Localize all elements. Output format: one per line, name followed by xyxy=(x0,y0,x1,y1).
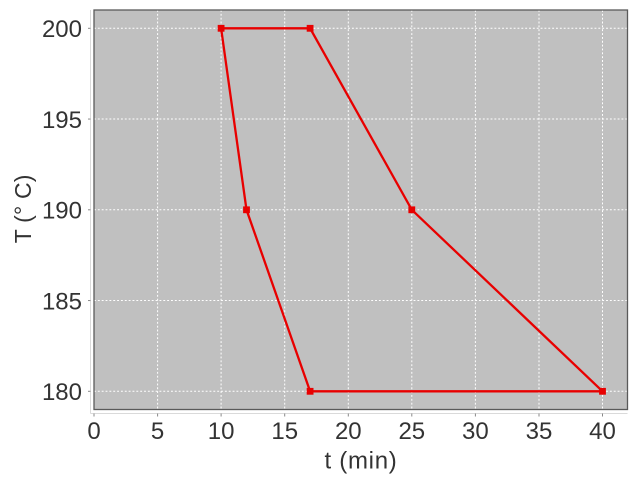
svg-text:15: 15 xyxy=(271,418,298,445)
svg-text:25: 25 xyxy=(398,418,425,445)
svg-text:5: 5 xyxy=(151,418,164,445)
svg-text:185: 185 xyxy=(42,288,82,315)
svg-text:t (min): t (min) xyxy=(325,447,398,474)
svg-text:30: 30 xyxy=(462,418,489,445)
svg-text:0: 0 xyxy=(87,418,100,445)
svg-text:T (° C): T (° C) xyxy=(10,174,36,243)
svg-text:40: 40 xyxy=(589,418,616,445)
svg-text:180: 180 xyxy=(42,379,82,406)
svg-text:190: 190 xyxy=(42,198,82,225)
svg-text:10: 10 xyxy=(208,418,235,445)
svg-text:20: 20 xyxy=(335,418,362,445)
svg-text:200: 200 xyxy=(42,16,82,43)
svg-text:195: 195 xyxy=(42,107,82,134)
svg-text:35: 35 xyxy=(526,418,553,445)
